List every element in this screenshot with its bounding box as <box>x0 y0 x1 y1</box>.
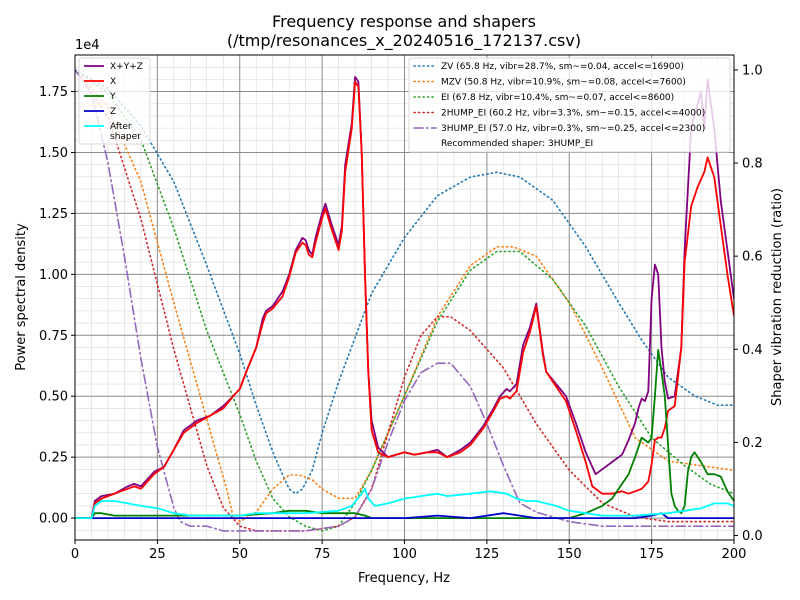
recommended-shaper-text: Recommended shaper: 3HUMP_EI <box>441 139 593 149</box>
y2-tick-label: 0.8 <box>742 157 763 172</box>
x-axis-ticks: 0 25 50 75 100 125 150 175 200 <box>71 540 747 562</box>
psd-line-after-shaper <box>75 487 734 519</box>
x-tick-label: 175 <box>639 547 664 562</box>
y-axis-label: Power spectral density <box>14 223 29 371</box>
x-tick-label: 50 <box>231 547 248 562</box>
shaper-line-zv <box>75 69 734 495</box>
shaper-line-mzv <box>75 69 734 523</box>
y2-axis-ticks: 0.0 0.2 0.4 0.6 0.8 1.0 <box>734 63 763 544</box>
x-tick-label: 125 <box>474 547 499 562</box>
x-axis-label: Frequency, Hz <box>358 571 450 586</box>
y2-tick-label: 0.6 <box>742 250 763 265</box>
y-tick-label: 0.00 <box>39 512 68 527</box>
legend-left-label: shaper <box>110 132 141 142</box>
y-tick-label: 1.50 <box>39 146 68 161</box>
y-axis-ticks: 0.00 0.25 0.50 0.75 1.00 1.25 1.50 1.75 <box>39 85 75 527</box>
legend-right-label: 2HUMP_EI (60.2 Hz, vibr=3.3%, sm~=0.15, … <box>441 109 705 119</box>
legend-right-box <box>408 57 731 153</box>
y-tick-label: 1.25 <box>39 207 68 222</box>
x-tick-label: 100 <box>392 547 417 562</box>
chart-subtitle: (/tmp/resonances_x_20240516_172137.csv) <box>227 31 581 51</box>
shaper-line-2hump-ei <box>75 69 734 532</box>
y2-tick-label: 0.4 <box>742 343 763 358</box>
x-tick-label: 150 <box>557 547 582 562</box>
x-tick-label: 0 <box>71 547 79 562</box>
legend-right-label: MZV (50.8 Hz, vibr=10.9%, sm~=0.08, acce… <box>441 78 686 88</box>
legend-right-label: 3HUMP_EI (57.0 Hz, vibr=0.3%, sm~=0.25, … <box>441 124 705 134</box>
y-tick-label: 0.75 <box>39 329 68 344</box>
y-tick-label: 1.75 <box>39 85 68 100</box>
shaper-line-ei <box>75 69 734 532</box>
y2-tick-label: 0.0 <box>742 529 763 544</box>
y2-tick-label: 1.0 <box>742 63 763 78</box>
legend-left-label: Z <box>110 107 116 117</box>
x-tick-label: 25 <box>149 547 166 562</box>
legend-left-label: X <box>110 77 116 87</box>
y2-axis-label: Shaper vibration reduction (ratio) <box>770 188 785 406</box>
x-tick-label: 200 <box>722 547 747 562</box>
chart-title: Frequency response and shapers <box>272 12 536 31</box>
y-tick-label: 0.50 <box>39 390 68 405</box>
psd-line-x <box>75 80 734 519</box>
legend-left-label: After <box>110 122 132 132</box>
y2-tick-label: 0.2 <box>742 436 763 451</box>
y-tick-label: 1.00 <box>39 268 68 283</box>
y-tick-label: 0.25 <box>39 451 68 466</box>
legend-right-label: ZV (65.8 Hz, vibr=28.7%, sm~=0.04, accel… <box>441 62 684 72</box>
psd-curves <box>75 76 734 519</box>
legend-left-box <box>78 57 151 145</box>
x-tick-label: 75 <box>314 547 331 562</box>
legend-right-label: EI (67.8 Hz, vibr=10.4%, sm~=0.07, accel… <box>441 93 674 103</box>
legend-right: ZV (65.8 Hz, vibr=28.7%, sm~=0.04, accel… <box>408 57 731 153</box>
legend-left-label: Y <box>109 92 116 102</box>
legend-left-label: X+Y+Z <box>110 62 143 72</box>
y-offset-label: 1e4 <box>75 38 100 53</box>
